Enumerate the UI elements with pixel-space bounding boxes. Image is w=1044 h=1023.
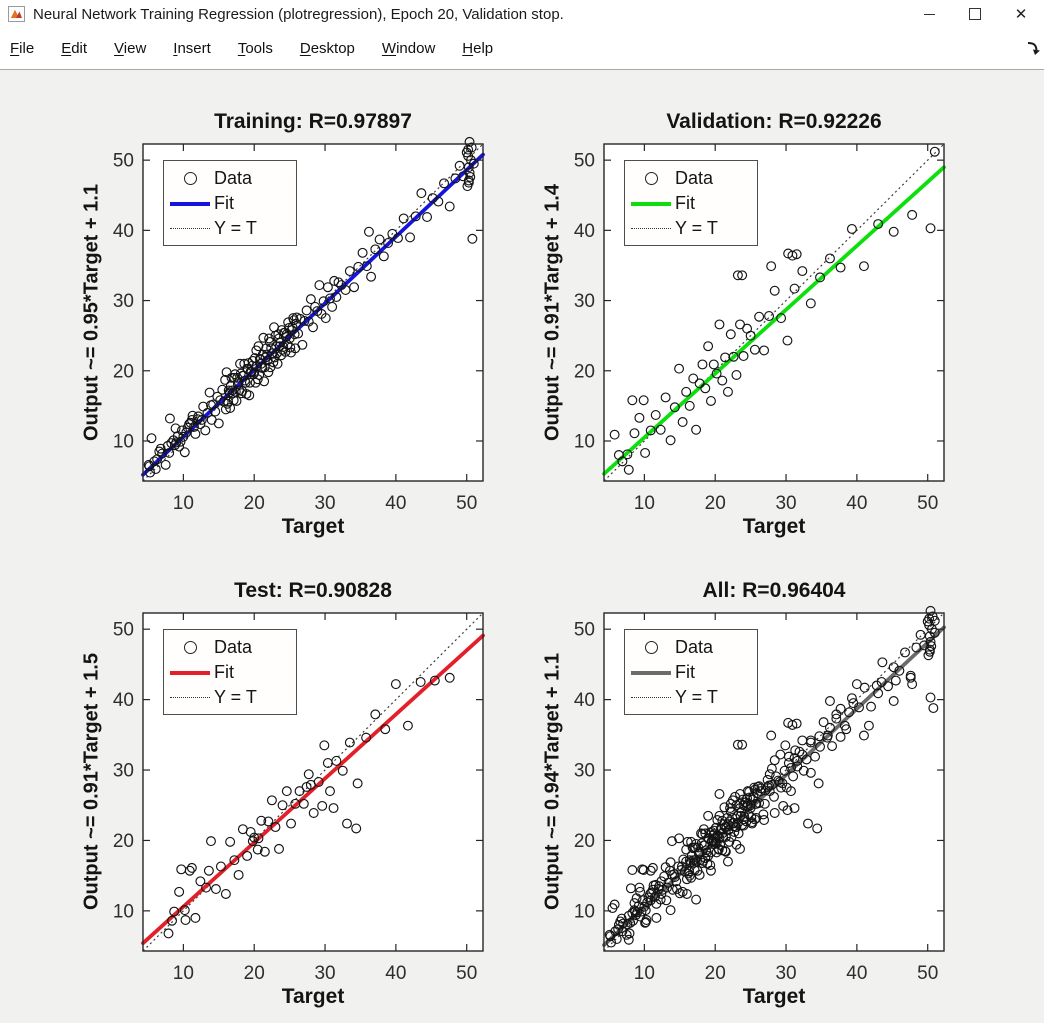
- fit-line-icon: [166, 201, 214, 206]
- svg-text:20: 20: [113, 831, 134, 852]
- svg-text:30: 30: [775, 493, 796, 514]
- validation-x-axis-label: Target: [742, 515, 806, 538]
- figure-canvas: Training: R=0.97897 Output ~= 0.95*Targe…: [0, 71, 1044, 1013]
- fit-line-icon: [627, 670, 675, 675]
- svg-text:50: 50: [917, 493, 938, 514]
- legend-row-data: Data: [166, 635, 294, 660]
- fit-line-icon: [627, 201, 675, 206]
- window-title: Neural Network Training Regression (plot…: [33, 5, 564, 23]
- legend-row-data: Data: [166, 166, 294, 191]
- svg-text:30: 30: [775, 963, 796, 984]
- svg-text:40: 40: [846, 493, 867, 514]
- svg-text:50: 50: [456, 963, 477, 984]
- legend-row-fit: Fit: [627, 191, 755, 216]
- svg-text:40: 40: [385, 493, 406, 514]
- svg-text:10: 10: [574, 431, 595, 452]
- menu-item-insert[interactable]: Insert: [173, 40, 211, 57]
- test-plot-title: Test: R=0.90828: [234, 579, 392, 602]
- svg-text:20: 20: [574, 361, 595, 382]
- svg-text:30: 30: [113, 761, 134, 782]
- legend-row-data: Data: [627, 635, 755, 660]
- menu-item-window[interactable]: Window: [381, 40, 436, 57]
- svg-text:40: 40: [385, 963, 406, 984]
- svg-text:20: 20: [705, 493, 726, 514]
- legend-row-data: Data: [627, 166, 755, 191]
- legend-row-identity: Y = T: [166, 216, 294, 241]
- svg-text:10: 10: [173, 963, 194, 984]
- legend-row-identity: Y = T: [627, 216, 755, 241]
- training-legend: Data Fit Y = T: [163, 160, 297, 246]
- svg-text:10: 10: [634, 493, 655, 514]
- svg-text:50: 50: [113, 620, 134, 641]
- validation-plot-title: Validation: R=0.92226: [666, 110, 882, 133]
- svg-text:10: 10: [113, 901, 134, 922]
- legend-row-fit: Fit: [627, 660, 755, 685]
- svg-text:40: 40: [574, 221, 595, 242]
- svg-text:20: 20: [244, 963, 265, 984]
- dock-figure-arrow-icon[interactable]: [1025, 40, 1041, 56]
- svg-text:50: 50: [917, 963, 938, 984]
- svg-text:50: 50: [574, 151, 595, 172]
- svg-text:20: 20: [113, 361, 134, 382]
- fit-line-icon: [166, 670, 214, 675]
- all-legend: Data Fit Y = T: [624, 629, 758, 715]
- svg-text:10: 10: [574, 901, 595, 922]
- menu-item-desktop[interactable]: Desktop: [299, 40, 355, 57]
- test-legend: Data Fit Y = T: [163, 629, 297, 715]
- menu-item-tools[interactable]: Tools: [237, 40, 273, 57]
- minimize-button[interactable]: [906, 0, 952, 28]
- test-x-axis-label: Target: [281, 985, 345, 1008]
- svg-text:20: 20: [574, 831, 595, 852]
- identity-line-icon: [627, 228, 675, 229]
- legend-row-identity: Y = T: [166, 685, 294, 710]
- svg-text:50: 50: [574, 620, 595, 641]
- maximize-button[interactable]: [952, 0, 998, 28]
- legend-row-fit: Fit: [166, 191, 294, 216]
- training-plot-title: Training: R=0.97897: [214, 110, 412, 133]
- svg-text:40: 40: [113, 221, 134, 242]
- minimize-icon: [923, 13, 935, 15]
- close-icon: ✕: [1014, 5, 1028, 23]
- svg-text:50: 50: [113, 151, 134, 172]
- svg-text:30: 30: [314, 963, 335, 984]
- svg-text:40: 40: [113, 690, 134, 711]
- all-x-axis-label: Target: [742, 985, 806, 1008]
- data-marker-icon: [166, 641, 214, 654]
- menu-bar: File Edit View Insert Tools Desktop Window Help: [0, 28, 1044, 70]
- window-titlebar[interactable]: Neural Network Training Regression (plot…: [0, 0, 1044, 28]
- svg-text:30: 30: [574, 291, 595, 312]
- svg-text:20: 20: [705, 963, 726, 984]
- all-plot-title: All: R=0.96404: [702, 579, 846, 602]
- svg-text:30: 30: [574, 761, 595, 782]
- svg-text:30: 30: [314, 493, 335, 514]
- svg-text:40: 40: [574, 690, 595, 711]
- matlab-figure-icon: [8, 6, 25, 22]
- svg-text:40: 40: [846, 963, 867, 984]
- close-button[interactable]: ✕: [998, 0, 1044, 28]
- svg-text:10: 10: [113, 431, 134, 452]
- menu-item-view[interactable]: View: [114, 40, 147, 57]
- validation-legend: Data Fit Y = T: [624, 160, 758, 246]
- identity-line-icon: [166, 228, 214, 229]
- svg-text:10: 10: [634, 963, 655, 984]
- window-controls: ✕: [906, 0, 1044, 28]
- menu-item-edit[interactable]: Edit: [61, 40, 88, 57]
- menu-item-help[interactable]: Help: [462, 40, 494, 57]
- maximize-icon: [969, 8, 981, 20]
- svg-text:20: 20: [244, 493, 265, 514]
- data-marker-icon: [627, 172, 675, 185]
- svg-text:30: 30: [113, 291, 134, 312]
- training-x-axis-label: Target: [281, 515, 345, 538]
- data-marker-icon: [627, 641, 675, 654]
- svg-text:50: 50: [456, 493, 477, 514]
- identity-line-icon: [166, 697, 214, 698]
- menu-item-file[interactable]: File: [10, 40, 35, 57]
- legend-row-fit: Fit: [166, 660, 294, 685]
- identity-line-icon: [627, 697, 675, 698]
- data-marker-icon: [166, 172, 214, 185]
- legend-row-identity: Y = T: [627, 685, 755, 710]
- svg-text:10: 10: [173, 493, 194, 514]
